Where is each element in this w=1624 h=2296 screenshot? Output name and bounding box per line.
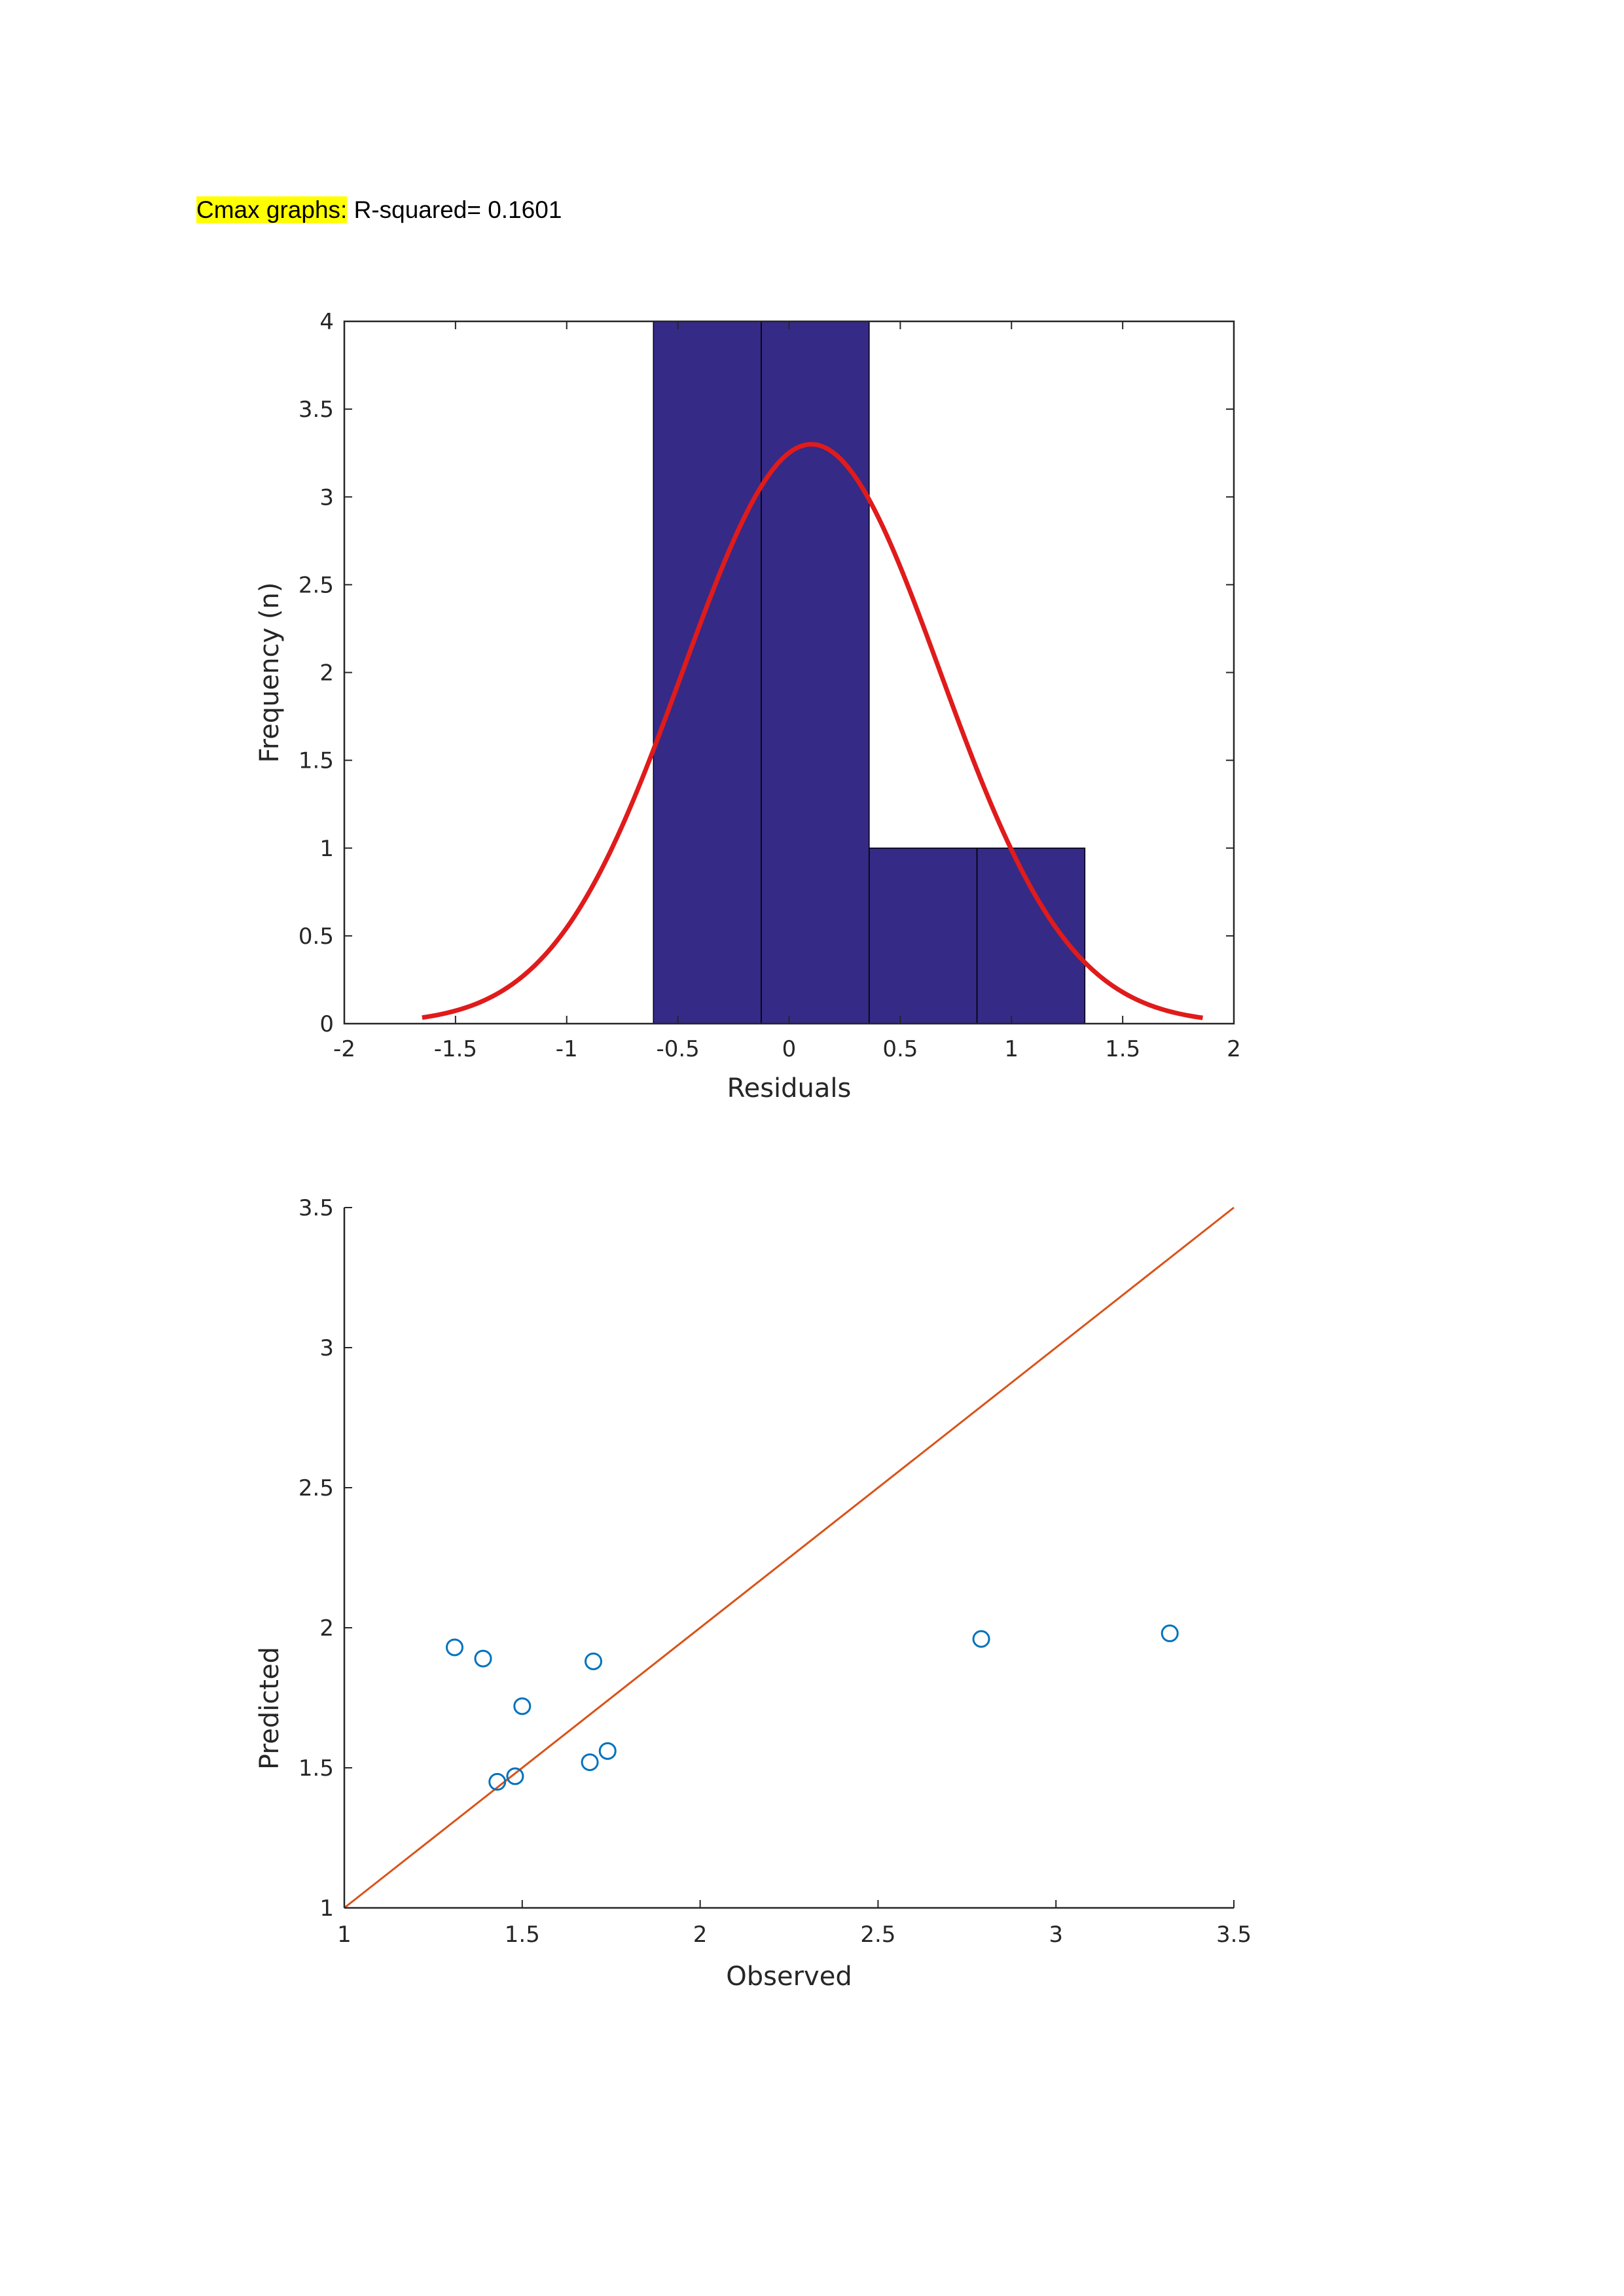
identity-line — [344, 1206, 1235, 1909]
x-tick-label-7: 1.5 — [1105, 1036, 1140, 1062]
y-tick-label-3: 1.5 — [298, 748, 334, 774]
y-tick-label-8: 4 — [319, 309, 334, 335]
y-tick-label-1: 1.5 — [298, 1755, 334, 1782]
histogram-chart: -2 -1.5 -1 -0.5 0 0.5 1 1.5 2 0 0.5 1 1.5 2 2.5 3 3.5 4 Re… — [255, 309, 1241, 1103]
y-tick-label-6: 3 — [319, 484, 334, 511]
scatter-point-0 — [446, 1638, 464, 1657]
scatter-point-8 — [972, 1630, 990, 1648]
scatter-point-4 — [513, 1697, 532, 1715]
x-tick-label-6: 1 — [1004, 1036, 1019, 1062]
x-tick-label-2: 2 — [693, 1922, 708, 1948]
y-tick-label-7: 3.5 — [298, 397, 334, 423]
x-tick-label-4: 3 — [1049, 1922, 1063, 1948]
page-header: Cmax graphs: R-squared= 0.1601 — [196, 196, 562, 224]
x-tick-label-5: 3.5 — [1216, 1922, 1252, 1948]
highlighted-label: Cmax graphs: — [196, 196, 348, 223]
y-tick-label-1: 0.5 — [298, 924, 334, 950]
y-tick-label-5: 3.5 — [298, 1195, 334, 1221]
y-tick-label-3: 2.5 — [298, 1475, 334, 1501]
scatter-point-1 — [474, 1649, 492, 1668]
x-tick-label-2: -1 — [556, 1036, 578, 1062]
normal-fit-curve — [422, 442, 1203, 1020]
scatter-point-2 — [488, 1772, 507, 1791]
scatter-point-3 — [506, 1767, 524, 1785]
y-axis-title: Frequency (n) — [255, 583, 285, 763]
y-tick-label-4: 3 — [319, 1335, 334, 1361]
x-axis-title: Residuals — [727, 1073, 852, 1103]
y-tick-label-2: 1 — [319, 836, 334, 862]
x-tick-label-1: -1.5 — [434, 1036, 477, 1062]
y-tick-label-2: 2 — [319, 1615, 334, 1641]
y-axis-title: Predicted — [255, 1647, 285, 1770]
x-tick-label-3: -0.5 — [656, 1036, 699, 1062]
scatter-point-7 — [598, 1742, 617, 1760]
x-tick-label-3: 2.5 — [860, 1922, 895, 1948]
x-tick-label-0: -2 — [333, 1036, 355, 1062]
histogram-bar-3 — [976, 848, 1086, 1024]
x-tick-label-1: 1.5 — [505, 1922, 540, 1948]
y-tick-label-0: 1 — [319, 1895, 334, 1922]
x-tick-label-8: 2 — [1227, 1036, 1241, 1062]
y-tick-label-5: 2.5 — [298, 572, 334, 598]
scatter-point-9 — [1161, 1624, 1179, 1643]
histogram-bar-1 — [761, 321, 870, 1024]
scatter-point-6 — [585, 1652, 603, 1670]
r-squared-text: R-squared= 0.1601 — [347, 196, 562, 223]
y-tick-label-4: 2 — [319, 660, 334, 687]
x-tick-label-4: 0 — [782, 1036, 797, 1062]
x-tick-label-0: 1 — [337, 1922, 352, 1948]
x-tick-label-5: 0.5 — [882, 1036, 918, 1062]
scatter-chart: 1 1.5 2 2.5 3 3.5 1 1.5 2 2.5 3 3.5 Observed Predicte… — [255, 1195, 1252, 1992]
y-tick-label-0: 0 — [319, 1011, 334, 1037]
histogram-bar-0 — [653, 321, 762, 1024]
scatter-point-5 — [581, 1753, 599, 1771]
histogram-bar-2 — [869, 848, 978, 1024]
x-axis-title: Observed — [726, 1962, 852, 1992]
